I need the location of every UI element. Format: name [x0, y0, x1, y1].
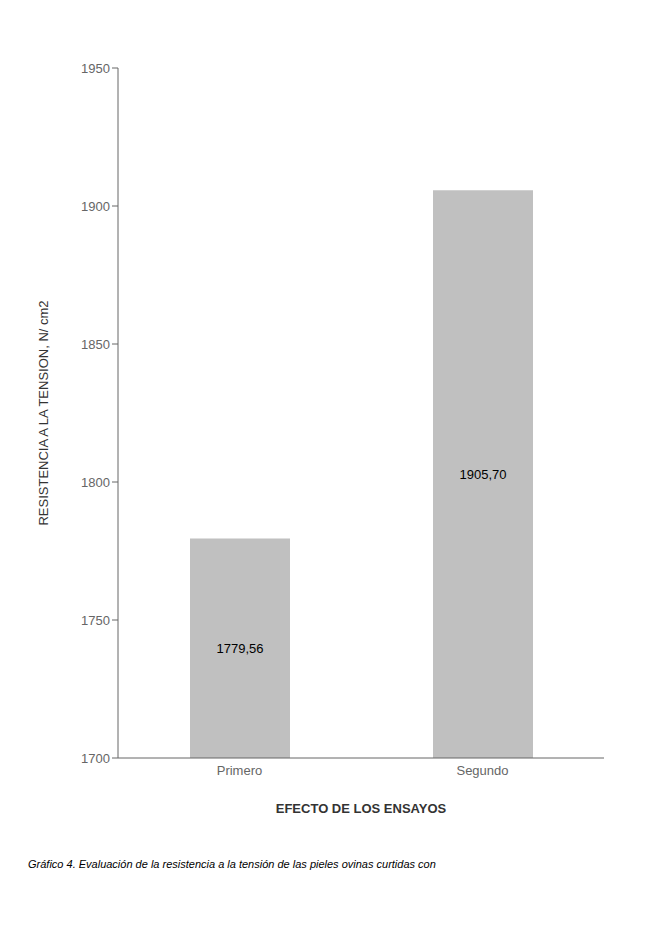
svg-text:1779,56: 1779,56 — [217, 641, 264, 656]
svg-text:EFECTO DE LOS ENSAYOS: EFECTO DE LOS ENSAYOS — [276, 801, 447, 816]
svg-text:1850: 1850 — [81, 337, 110, 352]
svg-text:1750: 1750 — [81, 613, 110, 628]
html-text:Gráfico 4. Evaluación de la re: Gráfico 4. Evaluación de la resistencia … — [28, 858, 436, 870]
svg-text:Segundo: Segundo — [456, 763, 508, 778]
svg-text:Primero: Primero — [217, 763, 263, 778]
svg-text:1800: 1800 — [81, 475, 110, 490]
svg-text:1950: 1950 — [81, 61, 110, 76]
svg-text:RESISTENCIA A LA TENSION, N/ c: RESISTENCIA A LA TENSION, N/ cm2 — [36, 300, 51, 525]
svg-text:1900: 1900 — [81, 199, 110, 214]
svg-text:1700: 1700 — [81, 751, 110, 766]
svg-text:1905,70: 1905,70 — [460, 467, 507, 482]
